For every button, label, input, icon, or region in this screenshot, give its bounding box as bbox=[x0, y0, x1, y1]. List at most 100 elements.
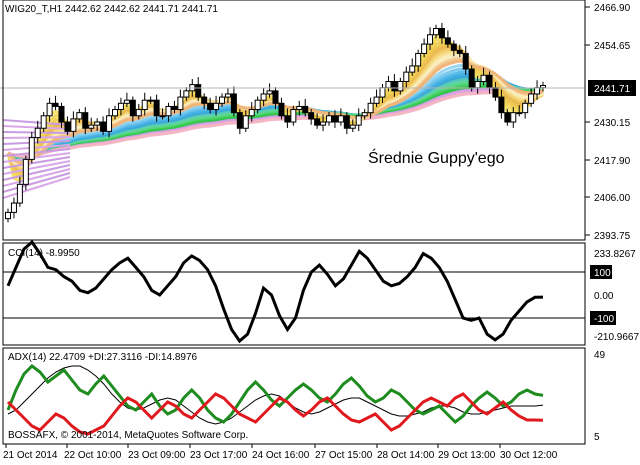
x-tick: 28 Oct 14:00 bbox=[377, 450, 435, 461]
candle-body bbox=[343, 115, 350, 129]
adx-y-axis: 49 5 bbox=[594, 350, 606, 443]
guppy-ema-line bbox=[2, 140, 71, 145]
candle-body bbox=[266, 90, 273, 95]
candle-body bbox=[183, 90, 190, 98]
candle-body bbox=[64, 121, 71, 132]
x-axis: 21 Oct 2014 22 Oct 10:00 23 Oct 09:00 23… bbox=[3, 444, 558, 461]
candle-body bbox=[361, 112, 368, 117]
candle-body bbox=[10, 202, 17, 213]
candle-body bbox=[129, 99, 136, 117]
candle-body bbox=[510, 112, 517, 123]
y-tick: 2406.00 bbox=[594, 193, 631, 204]
x-tick: 23 Oct 17:00 bbox=[190, 450, 248, 461]
y-tick: -100 bbox=[594, 314, 614, 325]
candle-body bbox=[284, 115, 291, 123]
candle-body bbox=[123, 99, 130, 104]
candle-body bbox=[528, 93, 535, 104]
main-y-axis: 2466.90 2454.65 2430.15 2417.90 2406.00 … bbox=[585, 3, 631, 242]
candle-body bbox=[522, 102, 529, 114]
candle-body bbox=[76, 112, 83, 120]
candle-body bbox=[230, 93, 237, 114]
candle-body bbox=[308, 112, 315, 120]
candle-body bbox=[403, 71, 410, 82]
candle-body bbox=[462, 52, 469, 70]
candle-body bbox=[433, 28, 439, 36]
candle-body bbox=[314, 118, 321, 126]
cci-y-axis: 233.8267 100 0.00 -100 -210.9667 bbox=[590, 249, 639, 343]
candle-body bbox=[82, 112, 89, 129]
candle-body bbox=[326, 115, 332, 123]
candle-body bbox=[159, 115, 166, 118]
candle-body bbox=[468, 68, 475, 89]
candle-body bbox=[391, 80, 398, 92]
guppy-annotation: Średnie Guppy'ego bbox=[368, 148, 505, 167]
candle-body bbox=[337, 115, 344, 123]
candle-body bbox=[492, 87, 499, 98]
candle-body bbox=[450, 43, 457, 51]
candle-body bbox=[373, 96, 380, 104]
candle-body bbox=[248, 109, 255, 117]
x-tick: 21 Oct 2014 bbox=[3, 450, 58, 461]
candle-body bbox=[100, 121, 107, 132]
candle-body bbox=[516, 112, 523, 115]
guppy-ema-line bbox=[2, 168, 71, 187]
candle-body bbox=[260, 93, 267, 101]
guppy-ema-line bbox=[2, 160, 71, 175]
current-price-label: 2441.71 bbox=[594, 84, 631, 95]
candle-body bbox=[5, 211, 11, 220]
cci-line bbox=[6, 239, 544, 344]
current-price-box bbox=[588, 80, 636, 96]
copyright-footer: BOSSAFX, © 2001-2014, MetaQuotes Softwar… bbox=[8, 430, 248, 441]
candle-body bbox=[278, 102, 285, 117]
candle-body bbox=[195, 84, 202, 98]
x-tick: 22 Oct 10:00 bbox=[64, 450, 122, 461]
candle-body bbox=[34, 127, 41, 139]
candle-body bbox=[379, 87, 386, 98]
candle-body bbox=[201, 96, 208, 104]
y-tick: -210.9667 bbox=[594, 332, 639, 343]
candle-body bbox=[415, 52, 422, 67]
adx-line bbox=[7, 365, 544, 425]
candle-body bbox=[171, 105, 178, 111]
y-tick: 2393.75 bbox=[594, 231, 631, 242]
candle-body bbox=[498, 96, 505, 114]
candle-body bbox=[28, 137, 35, 160]
candle-body bbox=[254, 99, 261, 111]
candle-body bbox=[207, 102, 214, 111]
candle-body bbox=[177, 96, 184, 111]
candle-body bbox=[70, 118, 77, 132]
candle-body bbox=[427, 34, 434, 45]
y-tick: 2466.90 bbox=[594, 3, 631, 14]
candle-body bbox=[46, 102, 53, 117]
candle-body bbox=[165, 105, 172, 117]
candle-body bbox=[272, 90, 279, 104]
guppy-ema-line bbox=[2, 119, 71, 126]
candle-body bbox=[40, 115, 47, 129]
candle-body bbox=[224, 93, 231, 98]
candle-body bbox=[504, 112, 511, 123]
x-tick: 29 Oct 13:00 bbox=[438, 450, 496, 461]
y-tick: 233.8267 bbox=[594, 249, 636, 260]
candle-body bbox=[486, 74, 493, 89]
candle-body bbox=[242, 115, 249, 129]
candle-body bbox=[302, 105, 309, 114]
candle-body bbox=[22, 158, 29, 185]
adx-header: ADX(14) 22.4709 +DI:27.3116 -DI:14.8976 bbox=[8, 352, 198, 363]
candle-body bbox=[438, 28, 445, 39]
guppy-ema-line bbox=[2, 125, 71, 130]
adx-panel-frame bbox=[2, 347, 586, 445]
candle-body bbox=[213, 102, 220, 111]
guppy-ema-line bbox=[2, 176, 71, 199]
candle-body bbox=[355, 115, 362, 126]
y-tick: 49 bbox=[594, 350, 606, 361]
candle-body bbox=[147, 99, 154, 102]
x-tick: 23 Oct 09:00 bbox=[128, 450, 186, 461]
candle-body bbox=[58, 105, 65, 123]
guppy-ema-line bbox=[2, 156, 71, 169]
guppy-ema-line bbox=[2, 152, 71, 163]
candle-body bbox=[153, 99, 160, 117]
y-tick: 5 bbox=[594, 432, 600, 443]
candle-body bbox=[444, 37, 451, 45]
guppy-ema-line bbox=[2, 172, 71, 193]
